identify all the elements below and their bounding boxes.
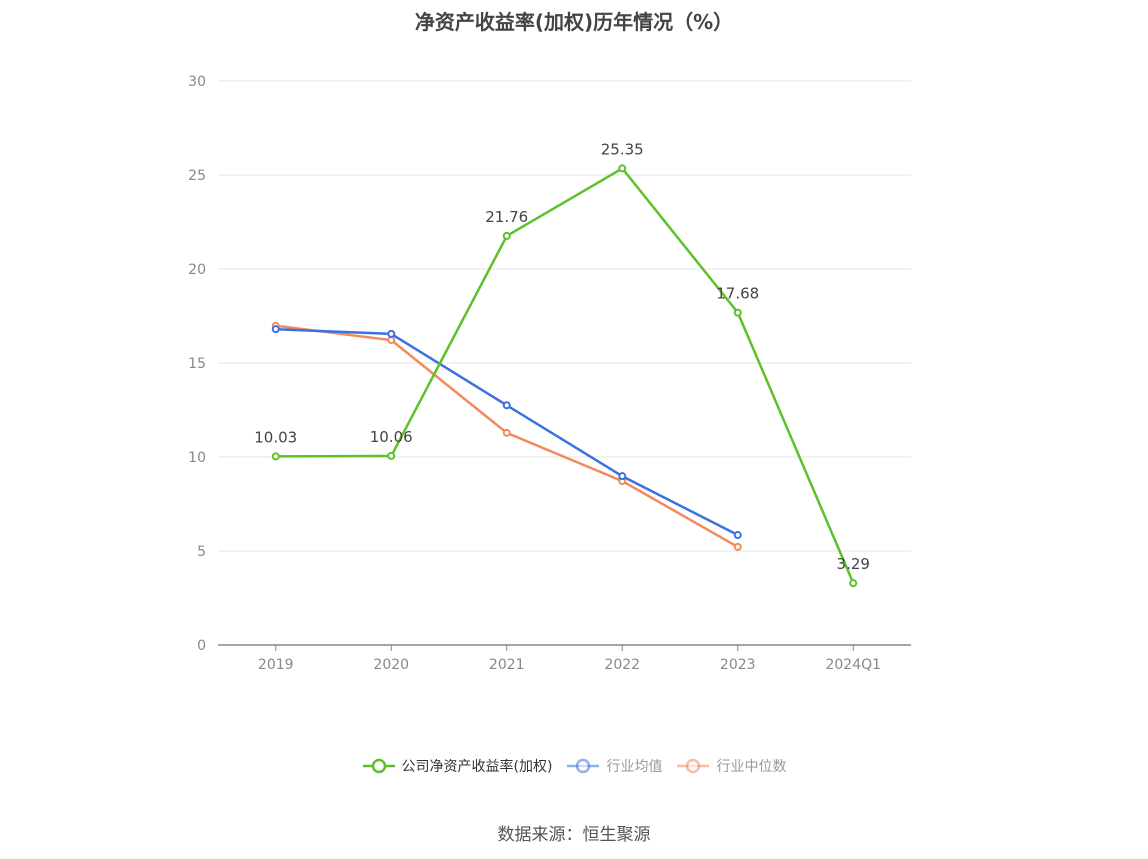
data-label: 21.76: [485, 208, 528, 226]
legend-label: 行业中位数: [716, 759, 787, 775]
data-point: [502, 401, 511, 410]
data-label: 10.03: [254, 428, 297, 446]
legend-swatch-marker: [686, 758, 701, 774]
source-note: 数据来源：恒生聚源: [497, 825, 651, 845]
series-line: [275, 167, 855, 584]
grid-lines: [218, 80, 911, 552]
legend-swatch-marker: [371, 758, 386, 774]
legend-swatch: [362, 758, 395, 774]
legend-swatch-marker: [576, 758, 591, 774]
legend-swatch: [677, 758, 710, 774]
y-tick-label: 20: [188, 262, 206, 278]
legend-item[interactable]: 公司净资产收益率(加权): [362, 756, 553, 776]
axes: 0 5 10 15 20 25 30 2019 2020 2021 2022 2023 2024Q1: [188, 74, 911, 673]
data-label: 3.29: [837, 555, 870, 573]
legend: 公司净资产收益率(加权) 行业均值 行业中位数: [0, 756, 1148, 776]
data-point: [849, 579, 858, 588]
legend-item[interactable]: 行业中位数: [676, 756, 786, 776]
y-tick-label: 5: [197, 544, 206, 560]
x-tick-label: 2023: [720, 657, 756, 673]
legend-swatch: [567, 758, 600, 774]
data-point: [387, 329, 396, 338]
series-lines: [271, 164, 858, 588]
data-point: [733, 531, 742, 540]
y-tick-label: 10: [188, 450, 206, 466]
y-tick-label: 0: [197, 638, 206, 654]
x-tick-label: 2024Q1: [825, 657, 881, 673]
x-tick-label: 2020: [373, 657, 409, 673]
y-tick-label: 30: [188, 74, 206, 90]
x-tick-label: 2022: [604, 657, 640, 673]
chart-title: 净资产收益率(加权)历年情况（%）: [414, 10, 734, 34]
data-point: [502, 231, 511, 240]
data-point: [618, 164, 627, 173]
x-tick-label: 2021: [489, 657, 525, 673]
data-point: [387, 336, 396, 345]
data-label: 10.06: [370, 428, 413, 446]
data-point: [387, 451, 396, 460]
x-tick-label: 2019: [258, 657, 294, 673]
data-point: [271, 452, 280, 461]
legend-label: 行业均值: [606, 759, 663, 775]
data-label: 25.35: [601, 140, 644, 158]
y-tick-label: 15: [188, 356, 206, 372]
data-point: [618, 472, 627, 481]
y-tick-label: 25: [188, 168, 206, 184]
data-labels: 10.03 10.06 21.76 25.35 17.68 3.29: [254, 140, 870, 573]
data-point: [502, 428, 511, 437]
data-point: [733, 542, 742, 551]
legend-label: 公司净资产收益率(加权): [401, 759, 553, 775]
legend-item[interactable]: 行业均值: [566, 756, 662, 776]
data-point: [733, 308, 742, 317]
data-point: [271, 325, 280, 334]
data-label: 17.68: [716, 285, 759, 303]
